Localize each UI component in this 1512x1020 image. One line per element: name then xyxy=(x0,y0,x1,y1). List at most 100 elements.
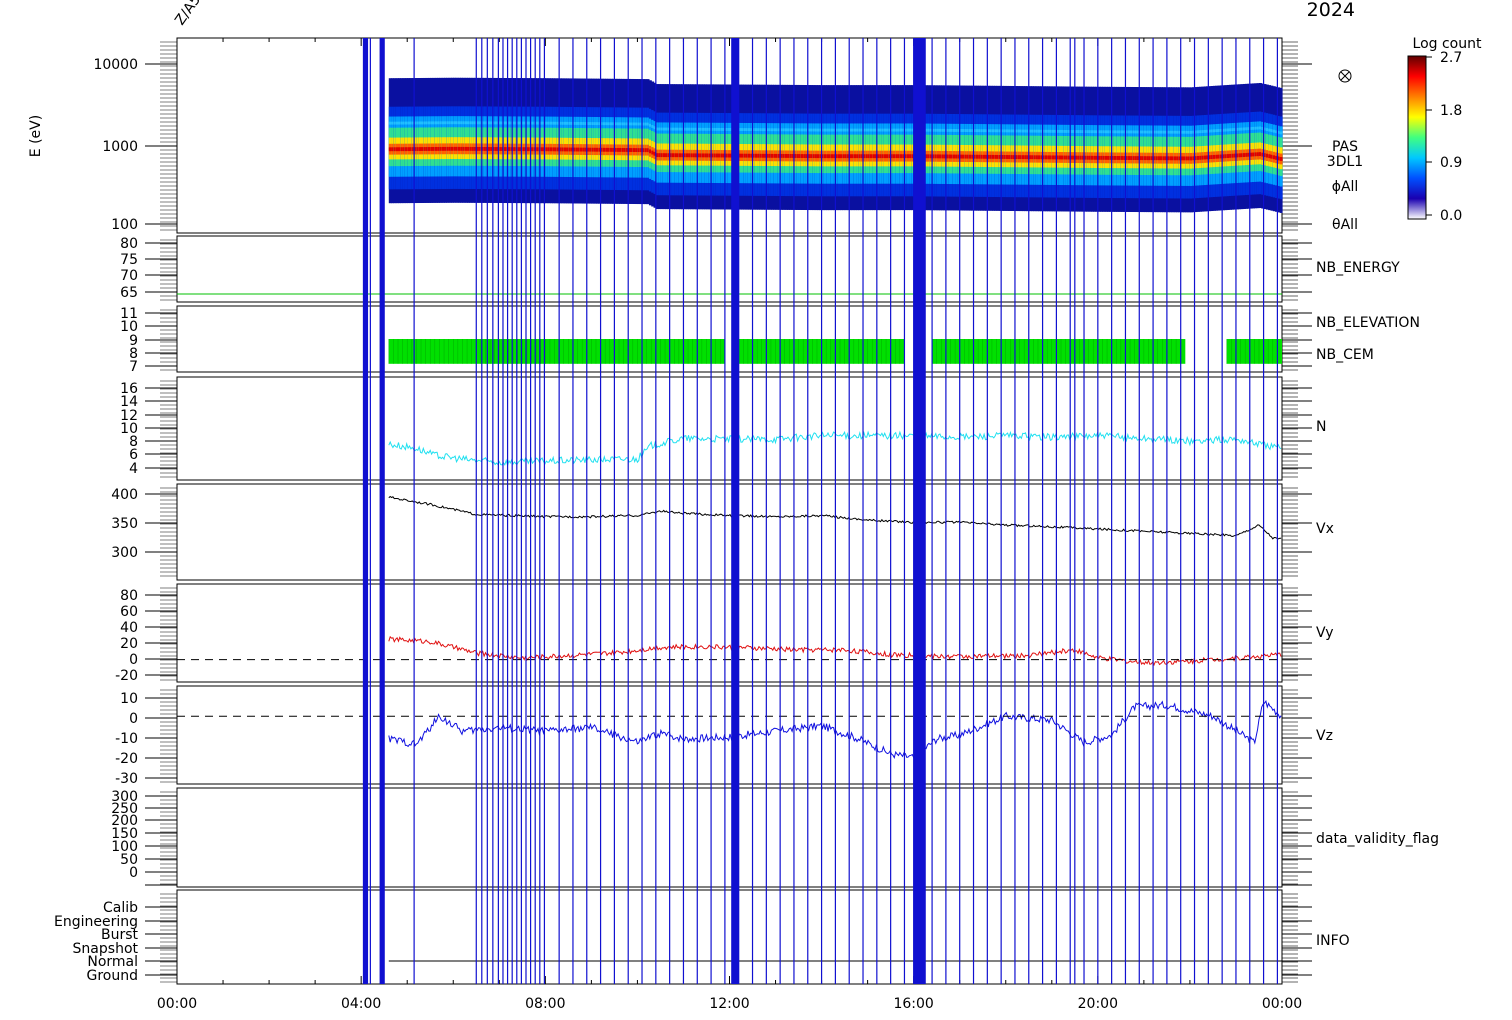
spectrogram-cell xyxy=(453,146,457,151)
spectrogram-cell xyxy=(1247,127,1251,131)
time-label: 00:00 xyxy=(157,996,197,1012)
spectrogram-cell xyxy=(614,147,618,152)
spectrogram-cell xyxy=(1028,129,1032,133)
spectrogram-cell xyxy=(1249,152,1253,157)
spectrogram-cell xyxy=(1162,156,1166,161)
spectrogram-cell xyxy=(625,148,629,152)
spectrogram-cell xyxy=(770,153,774,158)
spectrogram-cell xyxy=(844,154,848,159)
time-label: 20:00 xyxy=(1078,996,1118,1012)
spectrogram-cell xyxy=(821,128,825,132)
y-tick-label-Vz: 0 xyxy=(129,711,138,727)
spectrogram-cell xyxy=(665,127,668,131)
spectrogram-cell xyxy=(938,128,942,132)
spectrogram-cell xyxy=(1215,129,1219,133)
spectrogram-cell xyxy=(699,127,703,131)
spectrogram-cell xyxy=(722,127,726,131)
spectrogram-cell xyxy=(1132,130,1136,134)
y-tick-label-NB_ENERGY: 70 xyxy=(120,268,138,284)
spectrogram-cell xyxy=(1042,155,1046,160)
spectrogram-cell xyxy=(1074,155,1078,160)
spectrogram-cell xyxy=(1166,156,1170,161)
spectrogram-cell xyxy=(1238,153,1242,158)
spectrogram-cell xyxy=(630,148,634,152)
spectrogram-cell xyxy=(1169,130,1173,134)
spectrogram-cell xyxy=(796,128,800,132)
spectrogram-cell xyxy=(1139,156,1143,161)
spectrogram-cell xyxy=(925,128,929,132)
spectrogram-cell xyxy=(849,128,853,132)
spectrogram-cell xyxy=(1132,156,1136,160)
spectrogram-cell xyxy=(856,128,860,132)
spectrogram-cell xyxy=(697,153,701,158)
spectrogram-cell xyxy=(1240,127,1244,131)
spectrogram-cell xyxy=(469,146,473,151)
spectrogram-cell xyxy=(554,147,558,152)
spectrogram-cell xyxy=(667,153,671,158)
spectrogram-cell xyxy=(1185,130,1189,134)
spectrogram-cell xyxy=(423,121,427,125)
spectrogram-cell xyxy=(879,154,883,159)
spectrogram-cell xyxy=(1100,130,1104,134)
spectrogram-cell xyxy=(1049,155,1053,160)
spectrogram-cell xyxy=(708,153,712,158)
spectrogram-cell xyxy=(1219,128,1223,132)
spectrogram-cell xyxy=(828,154,832,159)
right-label-Vz: Vz xyxy=(1316,728,1333,744)
spectrogram-cell xyxy=(1072,155,1076,160)
spectrogram-cell xyxy=(434,121,438,125)
spectrogram-cell xyxy=(876,128,880,132)
spectrogram-cell xyxy=(1265,153,1269,158)
panel-frame-N xyxy=(176,376,1283,481)
spectrogram-cell xyxy=(1063,155,1067,160)
spectrogram-cell xyxy=(911,128,915,132)
spectrogram-cell xyxy=(826,154,830,159)
spectrogram-cell xyxy=(989,129,993,133)
spectrogram-cell xyxy=(619,122,622,126)
spectrogram-cell xyxy=(780,128,784,132)
spectrogram-cell xyxy=(1102,155,1106,160)
spectrogram-cell xyxy=(996,154,1000,159)
spectrogram-cell xyxy=(635,122,639,126)
spectrogram-cell xyxy=(478,146,482,151)
spectrogram-cell xyxy=(450,121,454,125)
spectrogram-cell xyxy=(492,147,496,151)
spectrogram-cell xyxy=(741,153,744,158)
spectrogram-cell xyxy=(409,147,413,152)
spectrogram-cell xyxy=(929,154,933,159)
spectrogram-cell xyxy=(448,146,452,151)
spectrogram-cell xyxy=(591,122,595,126)
colorbar-tick-label: 0.0 xyxy=(1440,208,1462,224)
right-label-Vy: Vy xyxy=(1316,625,1334,641)
spectrogram-cell xyxy=(1229,153,1232,158)
spectrogram-cell xyxy=(683,127,687,131)
spectrogram-cell xyxy=(575,121,579,125)
spectrogram-cell xyxy=(791,128,795,132)
spectrogram-cell xyxy=(1033,129,1037,133)
spectrogram-cell xyxy=(1019,155,1023,160)
spectrogram-cell xyxy=(1194,130,1198,134)
colorbar-tick-label: 2.7 xyxy=(1440,50,1462,66)
spectrogram-cell xyxy=(572,121,576,125)
spectrogram-cell xyxy=(1125,130,1129,134)
y-tick-label-data_validity_flag: 200 xyxy=(111,813,138,829)
spectrogram-cell xyxy=(1042,129,1046,133)
spectrogram-cell xyxy=(1014,129,1018,133)
y-tick-label-NB_ENERGY: 65 xyxy=(120,285,138,301)
spectrogram-cell xyxy=(895,154,899,159)
spectrogram-cell xyxy=(1058,155,1062,160)
y-tick-label-data_validity_flag: 50 xyxy=(120,852,138,868)
spectrogram-cell xyxy=(892,154,896,159)
spectrogram-cell xyxy=(391,121,394,125)
spectrogram-cell xyxy=(759,128,763,132)
spectrogram-cell xyxy=(840,128,843,132)
spectrogram-cell xyxy=(1127,156,1131,160)
spectrogram-cell xyxy=(547,147,551,152)
spectrogram-cell xyxy=(957,154,961,159)
spectrogram-cell xyxy=(1189,156,1193,161)
spectrogram-cell xyxy=(805,154,809,159)
spectrogram-cell xyxy=(747,153,751,158)
spectrogram-cell xyxy=(729,128,733,131)
spectrogram-cell xyxy=(720,127,724,131)
spectrogram-cell xyxy=(582,122,586,125)
